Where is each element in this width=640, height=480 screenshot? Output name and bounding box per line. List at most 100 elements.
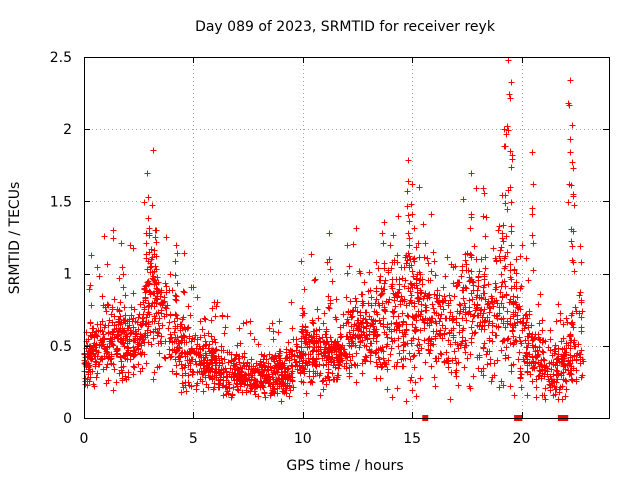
data-point [489, 338, 496, 345]
data-point [156, 325, 163, 332]
data-point [303, 339, 310, 346]
data-point [153, 288, 160, 295]
data-point [444, 254, 451, 261]
data-point [386, 326, 393, 333]
data-point [462, 342, 469, 349]
data-point [178, 389, 185, 396]
data-point [103, 380, 110, 387]
data-point [395, 335, 402, 342]
data-point [248, 385, 255, 392]
data-point [156, 315, 163, 322]
data-point [473, 185, 480, 192]
data-point [518, 283, 525, 290]
data-point [255, 341, 262, 348]
data-point [454, 308, 461, 315]
data-point [538, 362, 545, 369]
data-point [540, 356, 547, 363]
data-point [422, 290, 429, 297]
data-point [569, 377, 576, 384]
data-point [539, 327, 546, 334]
data-point [474, 354, 481, 361]
data-point [163, 305, 170, 312]
data-point [495, 323, 502, 330]
data-point [228, 358, 235, 365]
data-point [491, 360, 498, 367]
data-point [255, 393, 262, 400]
data-point [350, 241, 357, 248]
data-point [253, 383, 260, 390]
data-point [417, 375, 424, 382]
data-point [404, 257, 411, 264]
data-point [126, 322, 133, 329]
data-point [374, 363, 381, 370]
data-point [442, 273, 449, 280]
data-point [487, 305, 494, 312]
data-point [300, 350, 307, 357]
data-point [387, 351, 394, 358]
data-point [274, 390, 281, 397]
data-point [398, 264, 405, 271]
data-point [213, 372, 220, 379]
y-tick-label: 1 [63, 267, 72, 283]
data-point [500, 222, 507, 229]
data-point [391, 337, 398, 344]
data-point [353, 350, 360, 357]
data-point [146, 280, 153, 287]
data-point [242, 378, 249, 385]
data-point [468, 276, 475, 283]
data-point [553, 318, 560, 325]
data-point [183, 339, 190, 346]
data-point [562, 393, 569, 400]
data-point [570, 165, 577, 172]
data-point [181, 250, 188, 257]
data-point [94, 333, 101, 340]
data-point [512, 309, 519, 316]
data-point [166, 338, 173, 345]
data-point [509, 152, 516, 159]
data-point [300, 379, 307, 386]
data-point [320, 386, 327, 393]
data-point [157, 338, 164, 345]
data-point [468, 170, 475, 177]
data-point [510, 333, 517, 340]
data-point [99, 318, 106, 325]
data-point [205, 345, 212, 352]
data-point [326, 305, 333, 312]
data-point [213, 303, 220, 310]
data-point [510, 293, 517, 300]
data-point [446, 329, 453, 336]
data-point [539, 366, 546, 373]
data-point [82, 354, 89, 361]
data-point [213, 346, 220, 353]
data-point [174, 250, 181, 257]
data-point [425, 260, 432, 267]
data-point [113, 379, 120, 386]
data-point [284, 374, 291, 381]
data-point [389, 308, 396, 315]
data-point [297, 369, 304, 376]
data-point [192, 332, 199, 339]
data-point [161, 354, 168, 361]
data-point [445, 300, 452, 307]
data-point [504, 123, 511, 130]
data-point [571, 202, 578, 209]
data-point [162, 355, 169, 362]
data-point [118, 367, 125, 374]
data-point [461, 364, 468, 371]
data-point [357, 270, 364, 277]
data-point [301, 368, 308, 375]
data-point [373, 359, 380, 366]
data-point [508, 228, 515, 235]
data-point [432, 355, 439, 362]
x-axis-label: GPS time / hours [286, 458, 403, 474]
data-point [362, 309, 369, 316]
data-point [326, 256, 333, 263]
data-point [523, 319, 530, 326]
data-point [84, 342, 91, 349]
data-points [81, 57, 587, 421]
data-point [183, 388, 190, 395]
data-point [153, 239, 160, 246]
data-point [370, 335, 377, 342]
data-point [367, 358, 374, 365]
data-point [387, 242, 394, 249]
